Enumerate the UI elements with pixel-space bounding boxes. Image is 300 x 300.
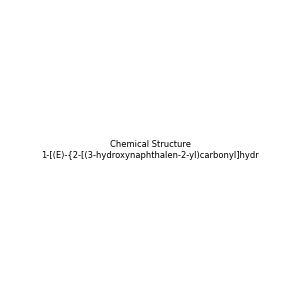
Text: Chemical Structure
1-[(E)-{2-[(3-hydroxynaphthalen-2-yl)carbonyl]hydr: Chemical Structure 1-[(E)-{2-[(3-hydroxy… xyxy=(41,140,259,160)
